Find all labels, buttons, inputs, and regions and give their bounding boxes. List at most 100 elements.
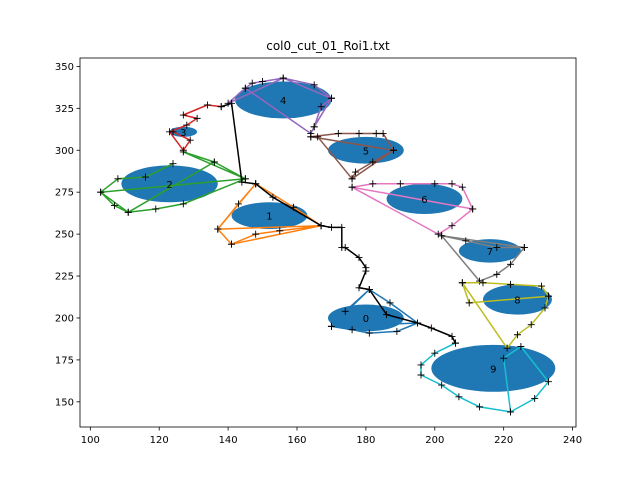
vertex-marker: [438, 232, 446, 240]
vertex-marker: [124, 208, 132, 216]
x-tick-label: 120: [150, 435, 169, 446]
y-tick-label: 250: [55, 230, 74, 241]
x-tick-label: 180: [356, 435, 375, 446]
vertex-marker: [462, 237, 470, 245]
vertex-marker: [503, 344, 511, 352]
y-tick-label: 325: [55, 104, 74, 115]
cell-ellipse: [431, 344, 556, 392]
vertex-marker: [241, 84, 249, 92]
vertex-marker: [186, 136, 194, 144]
vertex-marker: [544, 378, 552, 386]
cell-ellipse: [235, 81, 332, 119]
vertex-marker: [355, 129, 363, 137]
vertex-marker: [338, 223, 346, 231]
vertex-marker: [431, 349, 439, 357]
vertex-marker: [448, 332, 456, 340]
y-tick-label: 225: [55, 272, 74, 283]
y-tick-label: 150: [55, 397, 74, 408]
vertex-marker: [327, 223, 335, 231]
vertex-marker: [203, 101, 211, 109]
vertex-marker: [110, 202, 118, 210]
vertex-marker: [97, 188, 105, 196]
vertex-marker: [393, 327, 401, 335]
vertex-marker: [276, 227, 284, 235]
vertex-marker: [317, 222, 325, 230]
vertex-marker: [193, 114, 201, 122]
vertex-marker: [217, 103, 225, 111]
vertex-marker: [517, 342, 525, 350]
vertex-marker: [114, 175, 122, 183]
vertex-marker: [352, 168, 360, 176]
vertex-marker: [438, 381, 446, 389]
y-tick-label: 175: [55, 355, 74, 366]
vertex-marker: [238, 178, 246, 186]
vertex-marker: [372, 129, 380, 137]
vertex-marker: [383, 311, 391, 319]
cell-label: 8: [514, 296, 520, 307]
y-tick-label: 300: [55, 146, 74, 157]
vertex-marker: [414, 319, 422, 327]
vertex-marker: [362, 267, 370, 275]
cell-label: 4: [280, 96, 286, 107]
vertex-marker: [183, 121, 191, 129]
x-tick-label: 140: [219, 435, 238, 446]
cell-outline: [217, 183, 322, 245]
vertex-marker: [355, 284, 363, 292]
vertex-marker: [531, 394, 539, 402]
vertex-marker: [448, 222, 456, 230]
cell-labels: 0 1 2 3 4 5 6 7 8 9: [166, 96, 520, 375]
x-tick-label: 200: [425, 435, 444, 446]
vertex-marker: [269, 193, 277, 201]
vertex-marker: [479, 279, 487, 287]
x-tick-label: 160: [287, 435, 306, 446]
vertex-marker: [365, 329, 373, 337]
vertex-marker: [465, 299, 473, 307]
vertex-marker: [310, 81, 318, 89]
vertex-marker: [279, 74, 287, 82]
cell-label: 7: [487, 247, 493, 258]
vertex-marker: [317, 103, 325, 111]
vertex-marker: [252, 230, 260, 238]
plot-area: 0 1 2 3 4 5 6 7 8 9: [97, 74, 556, 416]
trajectory-line: [220, 102, 457, 344]
vertex-marker: [369, 158, 377, 166]
vertex-marker: [179, 111, 187, 119]
vertex-marker: [341, 244, 349, 252]
vertex-marker: [538, 282, 546, 290]
x-axis-ticks: 100 120 140 160 180 200 220 240: [81, 427, 582, 446]
cell-label: 2: [166, 180, 172, 191]
vertex-marker: [476, 403, 484, 411]
cell-polygons: [97, 74, 552, 416]
cell-label: 6: [421, 195, 427, 206]
vertex-marker: [365, 285, 373, 293]
vertex-marker: [179, 200, 187, 208]
vertex-marker: [310, 123, 318, 131]
cell-label: 1: [266, 212, 272, 223]
vertex-marker: [386, 299, 394, 307]
vertex-marker: [234, 200, 242, 208]
vertex-marker: [334, 129, 342, 137]
cell-label: 9: [490, 364, 496, 375]
y-tick-label: 200: [55, 313, 74, 324]
cell-outline: [461, 282, 550, 349]
vertex-marker: [248, 79, 256, 87]
vertex-marker: [327, 322, 335, 330]
vertex-marker: [169, 160, 177, 168]
vertex-marker: [241, 175, 249, 183]
vertex-marker: [389, 146, 397, 154]
vertex-marker: [520, 244, 528, 252]
cell-label: 5: [363, 146, 369, 157]
vertex-marker: [451, 339, 459, 347]
vertex-marker: [179, 146, 187, 154]
vertex-marker: [458, 279, 466, 287]
x-tick-label: 100: [81, 435, 100, 446]
y-tick-label: 350: [55, 62, 74, 73]
vertex-marker: [427, 324, 435, 332]
cell-label: 3: [180, 128, 186, 139]
vertex-marker: [455, 393, 463, 401]
cell-outline: [227, 77, 333, 135]
vertex-marker: [210, 158, 218, 166]
vertex-marker: [417, 361, 425, 369]
